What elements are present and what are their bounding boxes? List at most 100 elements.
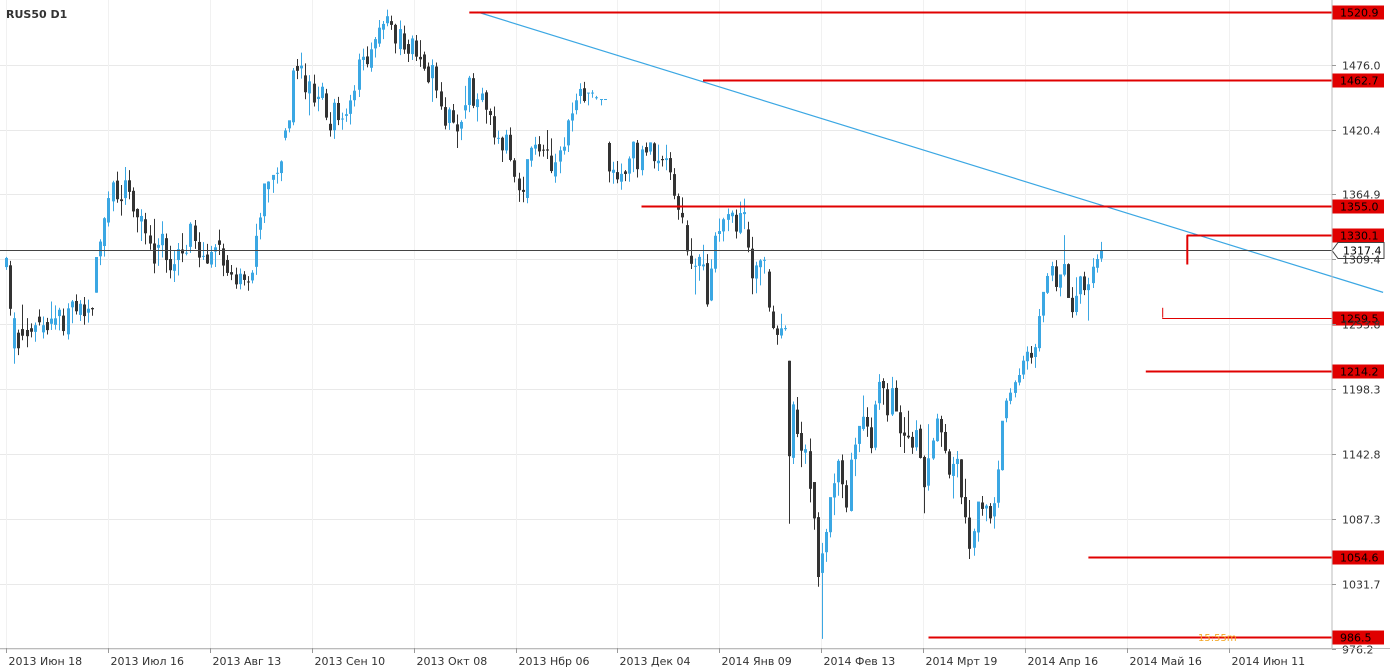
candle-body-up — [932, 440, 935, 459]
x-tick-label: 2014 Июн 11 — [1232, 655, 1306, 668]
level-label: 1462.7 — [1340, 75, 1379, 88]
candle-body-up — [448, 109, 451, 123]
candle-body-up — [641, 149, 644, 171]
candle-body-up — [95, 257, 98, 293]
y-tick-label: 1031.7 — [1342, 579, 1381, 592]
candle-body-up — [189, 223, 192, 247]
candle-body-down — [427, 66, 430, 83]
overlay-lines: 1520.9 1462.7 1355.0 1330.1 1259.5 1214.2 1054… — [0, 5, 1385, 645]
candle-body-down — [616, 172, 619, 180]
candle-body-up — [87, 308, 90, 313]
candle-body-down — [546, 149, 549, 151]
candle-body-up — [378, 27, 381, 44]
candle-body-up — [288, 120, 291, 129]
candle-body-up — [595, 97, 598, 99]
candle-body-down — [735, 214, 738, 232]
candle-body-down — [989, 506, 992, 519]
candle-body-up — [173, 264, 176, 271]
candle-body-up — [1014, 382, 1017, 393]
candle-body-down — [419, 56, 422, 60]
x-tick-label: 2013 Июн 18 — [9, 655, 83, 668]
candle-body-up — [854, 444, 857, 460]
candle-body-down — [960, 459, 963, 498]
candle-body-down — [776, 328, 779, 335]
candle-body-up — [1005, 400, 1008, 419]
level-label: 1259.5 — [1340, 313, 1379, 326]
candle-body-up — [702, 264, 705, 267]
candle-body-up — [1075, 295, 1078, 312]
level-label: 1330.1 — [1340, 230, 1379, 243]
candle-body-up — [157, 244, 160, 248]
candle-body-down — [38, 316, 41, 323]
candle-body-down — [226, 260, 229, 273]
candle-body-up — [600, 99, 603, 101]
candle-body-down — [444, 107, 447, 126]
candle-body-down — [968, 517, 971, 549]
candle-body-up — [714, 235, 717, 269]
candle-body-up — [202, 255, 205, 257]
candle-body-up — [649, 142, 652, 152]
candle-body-up — [382, 23, 385, 30]
candle-body-down — [17, 332, 20, 349]
candle-body-up — [58, 309, 61, 317]
candle-body-down — [907, 435, 910, 438]
candle-body-down — [132, 190, 135, 212]
candle-body-down — [440, 91, 443, 107]
candle-body-up — [612, 169, 615, 173]
candle-body-down — [768, 271, 771, 308]
candle-body-up — [657, 160, 660, 164]
candle-body-up — [124, 180, 127, 199]
candle-body-down — [149, 235, 152, 244]
candle-body-up — [731, 212, 734, 217]
candle-body-up — [722, 219, 725, 232]
candle-body-up — [42, 325, 45, 333]
candle-body-up — [321, 86, 324, 98]
candle-body-down — [964, 497, 967, 518]
candle-body-down — [489, 111, 492, 116]
candle-body-down — [325, 93, 328, 118]
candle-body-up — [792, 404, 795, 458]
candle-body-down — [841, 460, 844, 485]
candle-body-down — [136, 208, 139, 218]
x-tick-label: 2013 Дек 04 — [620, 655, 691, 668]
candle-body-down — [1030, 352, 1033, 358]
x-tick-label: 2014 Май 16 — [1130, 655, 1202, 668]
candle-body-up — [534, 144, 537, 149]
candle-body-down — [923, 457, 926, 488]
candle-body-down — [169, 259, 172, 271]
candle-body-down — [501, 137, 504, 151]
candle-body-up — [973, 531, 976, 548]
level-label: 1355.0 — [1340, 201, 1379, 214]
candlestick-series — [5, 9, 1103, 639]
candle-body-down — [1083, 276, 1086, 291]
candle-timer: 15:55m — [1198, 633, 1237, 644]
candle-body-down — [472, 78, 475, 106]
level-label: 1054.6 — [1340, 552, 1379, 565]
candle-body-down — [513, 160, 516, 177]
candle-body-up — [759, 260, 762, 268]
candle-body-up — [763, 259, 766, 261]
candle-body-down — [313, 83, 316, 103]
candle-body-up — [468, 77, 471, 105]
current-price-tag — [1331, 242, 1385, 259]
candle-body-down — [981, 502, 984, 509]
candle-body-up — [280, 161, 283, 174]
candle-body-up — [5, 257, 8, 268]
candle-body-down — [366, 56, 369, 65]
x-axis: 2013 Июн 18 2013 Июл 16 2013 Авг 13 2013 Се… — [0, 648, 1390, 668]
candle-body-up — [997, 469, 1000, 503]
candle-body-down — [751, 248, 754, 279]
candle-body-down — [30, 328, 33, 332]
candle-body-up — [571, 113, 574, 121]
candle-body-up — [308, 81, 311, 94]
candle-body-down — [435, 66, 438, 91]
level-label-box — [1332, 550, 1384, 565]
candle-body-up — [739, 213, 742, 233]
candle-body-up — [952, 463, 955, 476]
y-tick-label: 1309.4 — [1342, 254, 1381, 267]
candle-body-down — [120, 199, 123, 202]
x-tick-label: 2014 Янв 09 — [722, 655, 792, 668]
candle-body-up — [804, 449, 807, 453]
candle-body-up — [977, 501, 980, 533]
candle-body-down — [493, 116, 496, 138]
